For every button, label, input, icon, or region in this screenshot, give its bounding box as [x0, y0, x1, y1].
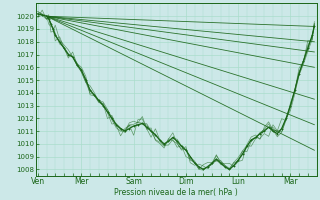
X-axis label: Pression niveau de la mer( hPa ): Pression niveau de la mer( hPa ): [114, 188, 238, 197]
